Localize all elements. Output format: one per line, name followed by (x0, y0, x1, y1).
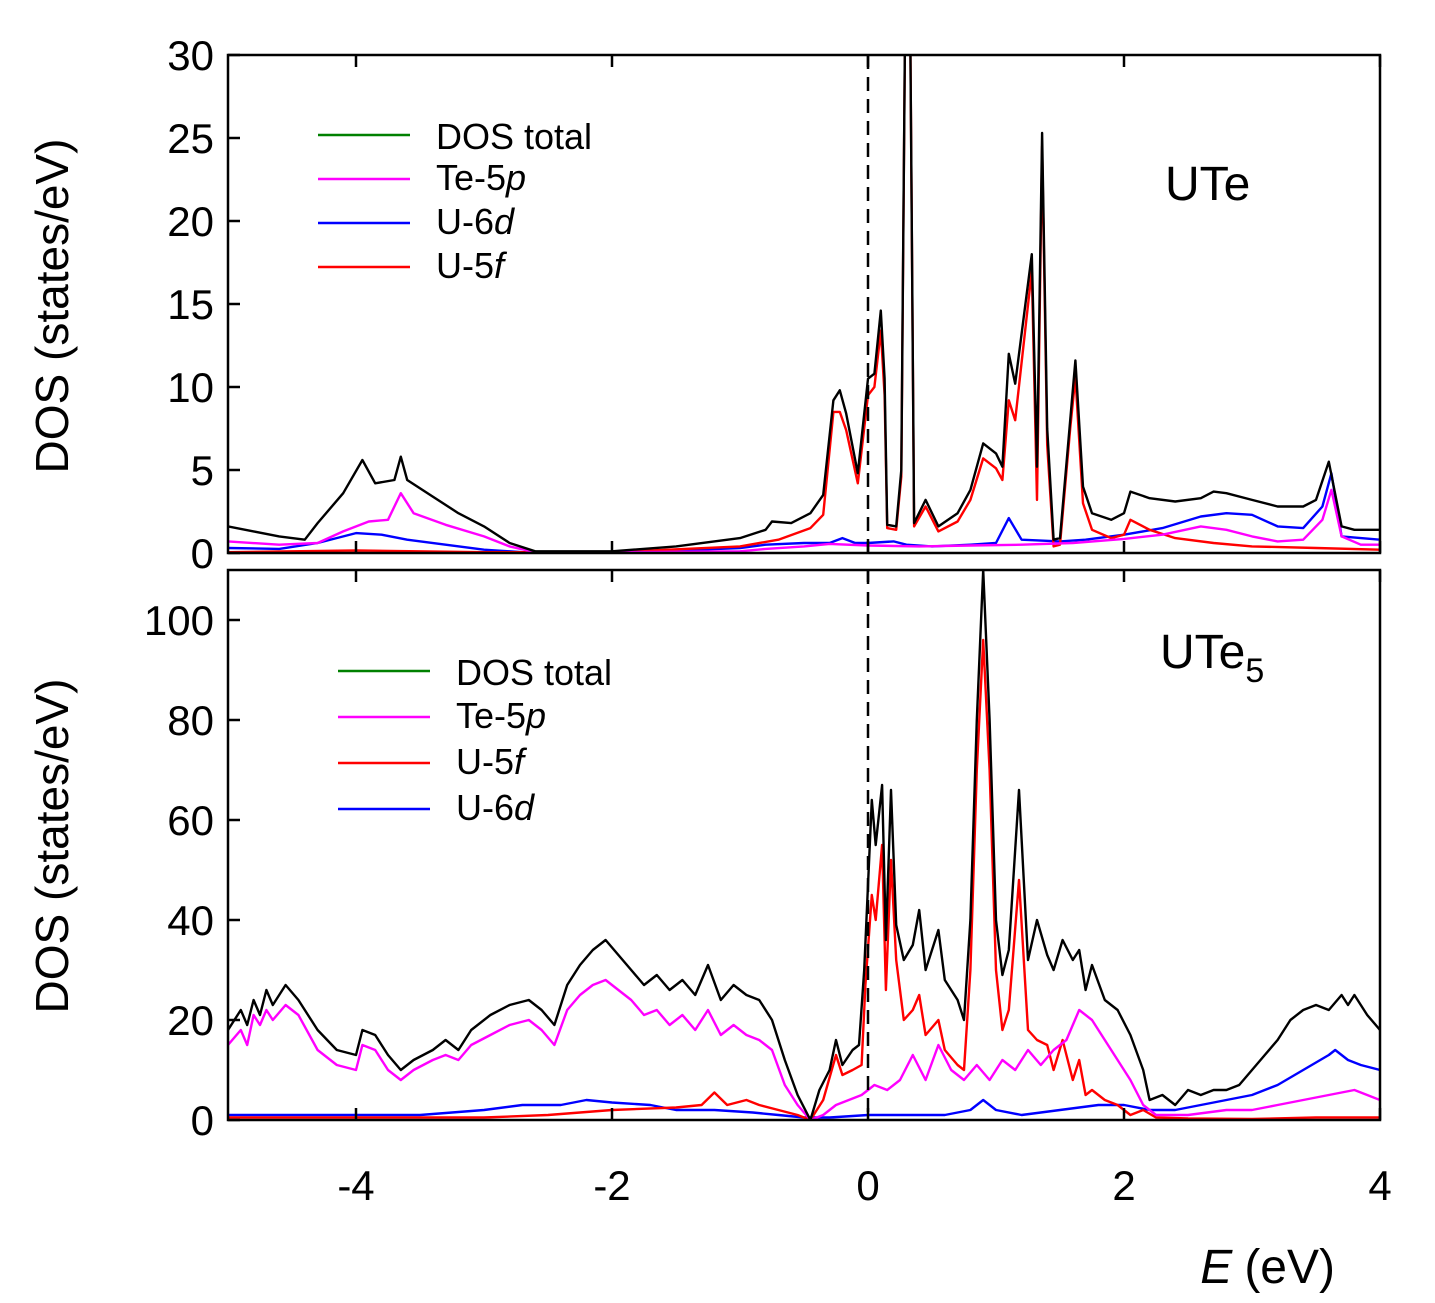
y-tick-label: 0 (191, 1097, 214, 1144)
ylabel-top: DOS (states/eV) (26, 139, 78, 474)
y-tick-label: 30 (167, 32, 214, 79)
y-tick-label: 20 (167, 198, 214, 245)
x-tick-labels: -4 -2 0 2 4 (337, 1162, 1391, 1209)
legend-label-total: DOS total (456, 652, 612, 693)
series-line-u5f (228, 55, 1380, 553)
series-line-te5p (228, 488, 1380, 553)
x-tick-label: 0 (856, 1162, 879, 1209)
y-tick-label: 40 (167, 897, 214, 944)
x-tick-label: -2 (593, 1162, 630, 1209)
ylabel-bottom: DOS (states/eV) (26, 679, 78, 1014)
y-tick-label: 60 (167, 797, 214, 844)
x-tick-label: -4 (337, 1162, 374, 1209)
x-tick-label: 2 (1112, 1162, 1135, 1209)
legend-label-u5f: U-5f (456, 741, 528, 782)
legend-label-te5p: Te-5p (456, 695, 546, 736)
y-tick-label: 5 (191, 447, 214, 494)
y-tick-label: 25 (167, 115, 214, 162)
compound-label-ute: UTe (1165, 158, 1250, 211)
y-tick-label: 15 (167, 281, 214, 328)
series-line-total (228, 570, 1380, 1120)
series-line-te5p (228, 978, 1380, 1120)
x-axis-label: E (eV) (1200, 1241, 1335, 1294)
series-line-total (228, 55, 1380, 553)
x-tick-label: 4 (1368, 1162, 1391, 1209)
y-tick-label: 100 (144, 597, 214, 644)
y-tick-label: 0 (191, 530, 214, 577)
legend-label-u5f: U-5f (436, 245, 508, 286)
legend-label-u6d: U-6d (456, 787, 535, 828)
legend-label-u6d: U-6d (436, 201, 515, 242)
plot-frame (226, 568, 1382, 1122)
panel-ute5: DOS (states/eV) 0 20 40 60 80 100 DOS totalTe-… (26, 568, 1382, 1144)
compound-label-ute5: UTe5 (1160, 626, 1264, 690)
series-line-u5f (228, 638, 1380, 1120)
series-line-u6d (228, 472, 1380, 553)
series-group (228, 570, 1380, 1120)
series-group (228, 55, 1380, 553)
panel-ute: DOS (states/eV) 0 5 10 15 20 25 30 DOS totalTe-… (26, 32, 1382, 577)
y-tick-label: 80 (167, 697, 214, 744)
legend-label-total: DOS total (436, 116, 592, 157)
series-line-u6d (228, 1048, 1380, 1119)
y-tick-label: 10 (167, 364, 214, 411)
legend-label-te5p: Te-5p (436, 157, 526, 198)
y-tick-label: 20 (167, 997, 214, 1044)
